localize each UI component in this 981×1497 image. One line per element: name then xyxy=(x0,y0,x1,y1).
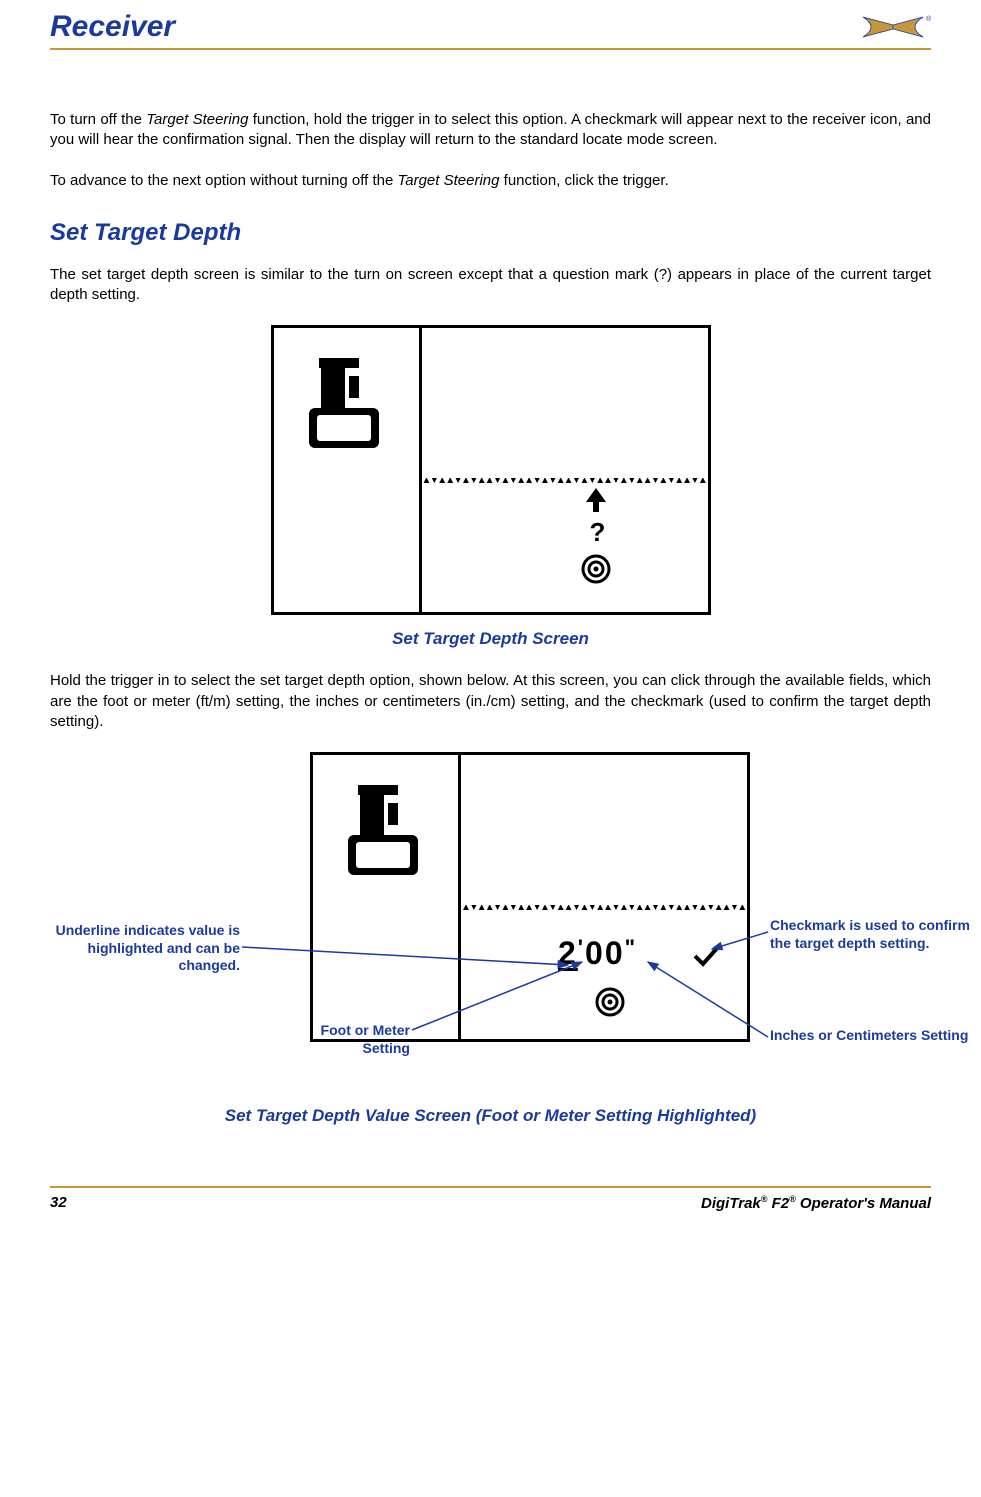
figure-2-container: ▲▼▲▲▼▲▼▲▲▼▲▼▲▲▼▲▼▲▲▼▲▼▲▲▼▲▼▲▲▼▲▼▲▲▼▲▼▲▲▼… xyxy=(50,752,931,1092)
text: To advance to the next option without tu… xyxy=(50,172,397,189)
question-mark: ? xyxy=(590,517,606,548)
text: function, click the trigger. xyxy=(499,172,668,189)
bowtie-logo-icon: ® xyxy=(861,13,931,41)
receiver-icon xyxy=(309,358,384,458)
up-arrow-icon xyxy=(586,488,606,519)
body-paragraph: Hold the trigger in to select the set ta… xyxy=(50,671,931,732)
page-header: Receiver ® xyxy=(50,10,931,50)
text: F2 xyxy=(767,1195,789,1212)
bullseye-icon xyxy=(581,554,611,589)
text: To turn off the xyxy=(50,111,146,128)
text: DigiTrak xyxy=(701,1195,761,1212)
screen-figure-1: ▲▼▲▲▼▲▼▲▲▼▲▼▲▲▼▲▼▲▲▼▲▼▲▲▼▲▼▲▲▼▲▼▲▲▼▲▼▲▲▼… xyxy=(271,325,711,615)
annotation-arrows xyxy=(50,752,981,1092)
section-heading-set-target-depth: Set Target Depth xyxy=(50,219,931,247)
ground-line-icon: ▲▼▲▲▼▲▼▲▲▼▲▼▲▲▼▲▼▲▲▼▲▼▲▲▼▲▼▲▲▼▲▼▲▲▼▲▼▲▲▼… xyxy=(422,478,708,484)
italic-term: Target Steering xyxy=(397,172,499,189)
body-paragraph: To advance to the next option without tu… xyxy=(50,171,931,191)
figure-caption: Set Target Depth Screen xyxy=(50,629,931,649)
page-number: 32 xyxy=(50,1194,67,1212)
screen-divider xyxy=(419,328,422,612)
figure-caption: Set Target Depth Value Screen (Foot or M… xyxy=(50,1106,931,1126)
manual-title: DigiTrak® F2® Operator's Manual xyxy=(701,1194,931,1212)
brand-logo: ® xyxy=(861,13,931,41)
text: Operator's Manual xyxy=(796,1195,931,1212)
body-paragraph: The set target depth screen is similar t… xyxy=(50,265,931,306)
page-footer: 32 DigiTrak® F2® Operator's Manual xyxy=(50,1186,931,1212)
registered-mark: ® xyxy=(789,1194,796,1204)
body-paragraph: To turn off the Target Steering function… xyxy=(50,110,931,151)
italic-term: Target Steering xyxy=(146,111,248,128)
registered-mark: ® xyxy=(926,15,931,23)
header-title: Receiver xyxy=(50,10,175,44)
